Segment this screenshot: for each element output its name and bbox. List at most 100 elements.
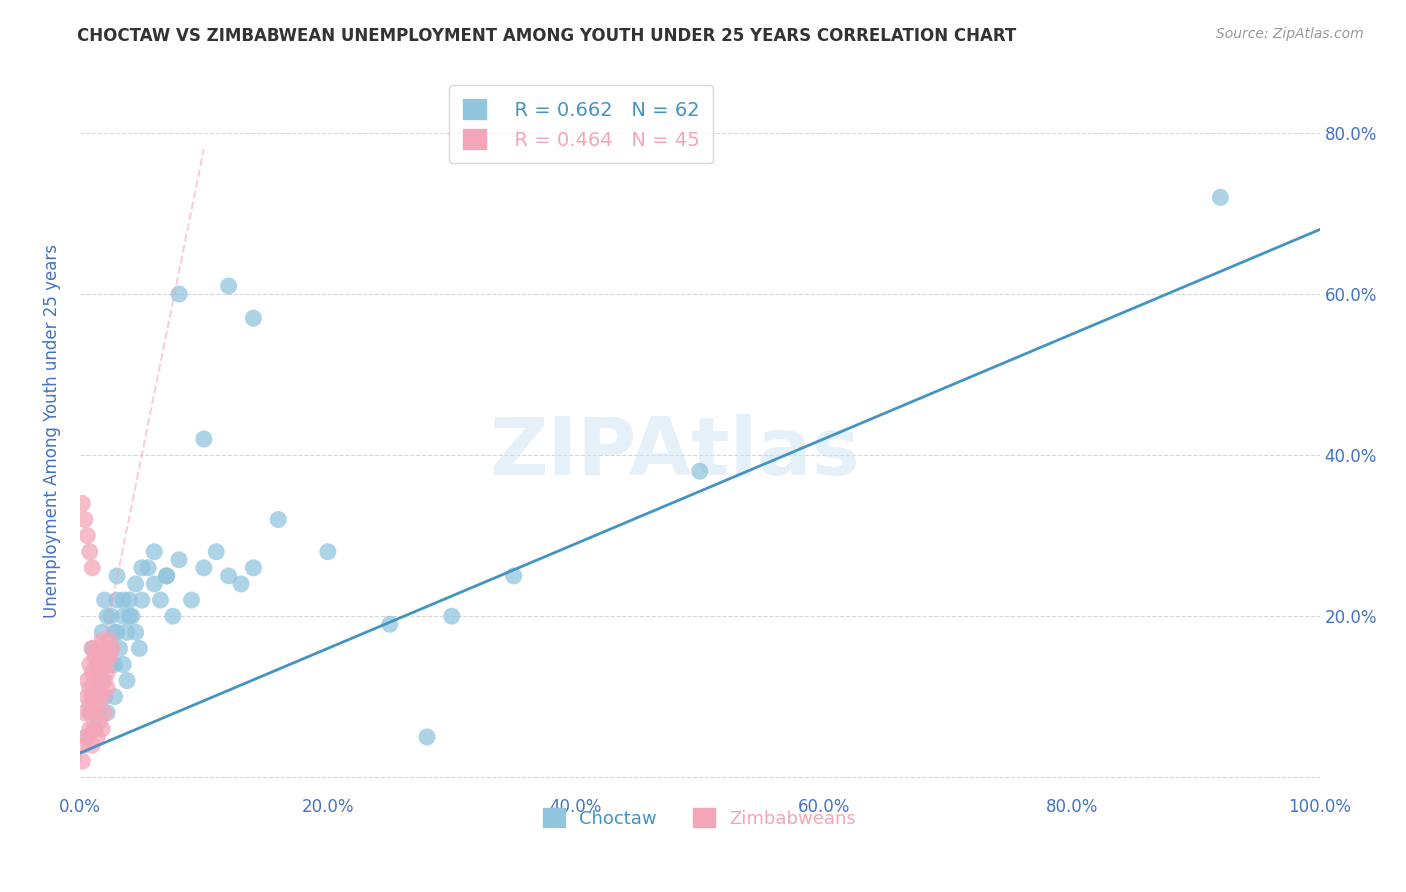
Text: Source: ZipAtlas.com: Source: ZipAtlas.com xyxy=(1216,27,1364,41)
Point xyxy=(96,706,118,720)
Point xyxy=(118,593,141,607)
Point xyxy=(167,287,190,301)
Point xyxy=(86,657,108,672)
Y-axis label: Unemployment Among Youth under 25 years: Unemployment Among Youth under 25 years xyxy=(44,244,60,618)
Point xyxy=(86,641,108,656)
Point xyxy=(162,609,184,624)
Point xyxy=(112,593,135,607)
Point xyxy=(100,657,122,672)
Point xyxy=(100,609,122,624)
Point xyxy=(103,625,125,640)
Point xyxy=(87,706,110,720)
Point xyxy=(205,545,228,559)
Point xyxy=(156,569,179,583)
Point xyxy=(72,496,94,510)
Point xyxy=(82,561,104,575)
Point xyxy=(156,569,179,583)
Point xyxy=(93,641,115,656)
Point xyxy=(82,690,104,704)
Point xyxy=(1209,190,1232,204)
Point xyxy=(103,690,125,704)
Point xyxy=(96,649,118,664)
Point xyxy=(91,633,114,648)
Point xyxy=(76,528,98,542)
Point xyxy=(502,569,524,583)
Point xyxy=(118,609,141,624)
Point xyxy=(193,561,215,575)
Point xyxy=(416,730,439,744)
Text: CHOCTAW VS ZIMBABWEAN UNEMPLOYMENT AMONG YOUTH UNDER 25 YEARS CORRELATION CHART: CHOCTAW VS ZIMBABWEAN UNEMPLOYMENT AMONG… xyxy=(77,27,1017,45)
Point xyxy=(193,432,215,446)
Point xyxy=(316,545,339,559)
Point xyxy=(73,512,96,526)
Text: ZIPAtlas: ZIPAtlas xyxy=(489,414,860,491)
Point xyxy=(82,641,104,656)
Point xyxy=(103,657,125,672)
Point xyxy=(76,690,98,704)
Point xyxy=(96,681,118,696)
Point xyxy=(89,649,111,664)
Point xyxy=(108,641,131,656)
Point xyxy=(124,625,146,640)
Point xyxy=(115,625,138,640)
Point xyxy=(79,545,101,559)
Point xyxy=(91,690,114,704)
Point xyxy=(98,633,121,648)
Point xyxy=(93,706,115,720)
Point xyxy=(131,593,153,607)
Point xyxy=(218,279,240,293)
Point xyxy=(136,561,159,575)
Point xyxy=(149,593,172,607)
Point xyxy=(112,657,135,672)
Point xyxy=(143,577,166,591)
Point xyxy=(89,665,111,680)
Point xyxy=(267,512,290,526)
Point xyxy=(180,593,202,607)
Point xyxy=(83,690,105,704)
Point xyxy=(83,649,105,664)
Point xyxy=(121,609,143,624)
Point xyxy=(93,593,115,607)
Point xyxy=(87,657,110,672)
Point xyxy=(105,569,128,583)
Point xyxy=(79,698,101,712)
Point xyxy=(82,665,104,680)
Point xyxy=(73,706,96,720)
Point xyxy=(89,681,111,696)
Point xyxy=(218,569,240,583)
Point xyxy=(440,609,463,624)
Point xyxy=(82,738,104,752)
Point xyxy=(378,617,401,632)
Point xyxy=(98,649,121,664)
Legend: Choctaw, Zimbabweans: Choctaw, Zimbabweans xyxy=(536,801,863,835)
Point xyxy=(89,714,111,728)
Point xyxy=(96,609,118,624)
Point xyxy=(91,673,114,688)
Point xyxy=(100,641,122,656)
Point xyxy=(91,722,114,736)
Point xyxy=(83,722,105,736)
Point xyxy=(128,641,150,656)
Point xyxy=(96,665,118,680)
Point xyxy=(73,738,96,752)
Point xyxy=(79,681,101,696)
Point xyxy=(105,625,128,640)
Point xyxy=(115,673,138,688)
Point xyxy=(242,561,264,575)
Point xyxy=(83,722,105,736)
Point xyxy=(86,730,108,744)
Point xyxy=(105,593,128,607)
Point xyxy=(101,641,124,656)
Point xyxy=(76,730,98,744)
Point xyxy=(93,690,115,704)
Point xyxy=(72,754,94,768)
Point xyxy=(79,706,101,720)
Point xyxy=(93,673,115,688)
Point xyxy=(79,657,101,672)
Point xyxy=(112,609,135,624)
Point xyxy=(91,673,114,688)
Point xyxy=(82,641,104,656)
Point xyxy=(83,673,105,688)
Point xyxy=(131,561,153,575)
Point xyxy=(75,730,97,744)
